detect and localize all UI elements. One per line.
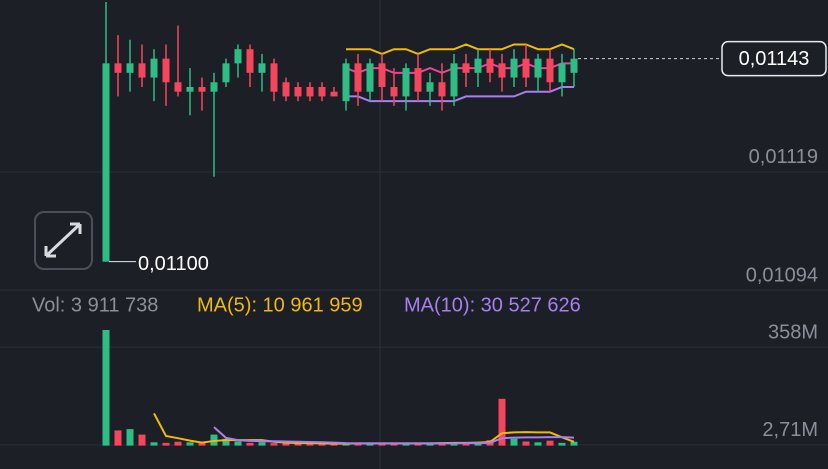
- candle-body: [114, 63, 122, 73]
- candle-body: [246, 49, 254, 73]
- volume-legend: Vol: 3 911 738: [32, 294, 158, 316]
- volume-bar: [282, 443, 290, 446]
- candle-body: [438, 82, 446, 97]
- candle-body: [462, 63, 470, 73]
- candle-body: [558, 63, 566, 83]
- volume-bar: [390, 443, 398, 446]
- volume-bar: [318, 443, 326, 446]
- volume-bar: [234, 441, 242, 446]
- candle-body: [306, 86, 314, 97]
- volume-bar: [294, 443, 302, 446]
- volume-bar: [570, 441, 578, 446]
- candle-body: [426, 82, 434, 92]
- candle-body: [378, 63, 386, 87]
- candle-body: [402, 68, 410, 97]
- volume-bar: [414, 443, 422, 446]
- candle-body: [282, 82, 290, 97]
- candle-body: [198, 86, 206, 92]
- volume-bar: [330, 443, 338, 446]
- candle-body: [330, 91, 338, 97]
- volume-bar: [378, 443, 386, 446]
- last-price-label: 0,01143: [739, 48, 810, 70]
- candle-body: [570, 58, 578, 73]
- ma-line: [346, 43, 575, 56]
- y-tick-label: 2,71M: [762, 419, 818, 441]
- candle-body: [390, 86, 398, 97]
- expand-button[interactable]: [34, 211, 93, 270]
- candle-body: [414, 68, 422, 92]
- volume-bar: [162, 442, 170, 446]
- volume-bar: [546, 440, 554, 446]
- volume-legend: MA(10): 30 527 626: [404, 294, 581, 316]
- last-price-box: [721, 40, 827, 77]
- volume-bar: [510, 438, 518, 446]
- volume-bar: [534, 442, 542, 446]
- volume-bar: [186, 442, 194, 446]
- ma-line: [213, 426, 575, 445]
- volume-bar: [270, 443, 278, 446]
- candle-body: [162, 58, 170, 83]
- y-tick-label: 0,01119: [749, 146, 818, 168]
- candle-body: [546, 58, 554, 83]
- candle-body: [186, 86, 194, 92]
- candle-body: [294, 86, 302, 97]
- volume-bar: [198, 443, 206, 446]
- candle-body: [486, 58, 494, 73]
- volume-bar: [222, 438, 230, 446]
- candle-body: [534, 58, 542, 78]
- y-tick-label: 358M: [768, 321, 818, 343]
- candle-body: [102, 63, 110, 262]
- volume-bar: [150, 442, 158, 446]
- expand-icon[interactable]: [44, 222, 82, 258]
- volume-bar: [246, 442, 254, 446]
- candle-body: [126, 63, 134, 73]
- volume-legend: MA(5): 10 961 959: [197, 294, 363, 316]
- candle-body: [222, 63, 230, 83]
- candle-body: [450, 63, 458, 97]
- volume-bar: [102, 330, 110, 446]
- volume-bar: [258, 442, 266, 446]
- volume-bar: [558, 442, 566, 446]
- candle-body: [318, 86, 326, 97]
- candle-body: [150, 58, 158, 78]
- y-tick-label: 0,01094: [746, 264, 818, 286]
- candle-body: [510, 58, 518, 78]
- volume-bar: [522, 441, 530, 446]
- volume-bar: [306, 443, 314, 446]
- min-price-label: 0,01100: [138, 253, 209, 275]
- ma-line: [346, 85, 574, 103]
- candle-body: [366, 63, 374, 92]
- volume-bar: [114, 430, 122, 446]
- volume-bar: [126, 429, 134, 446]
- volume-bar: [462, 442, 470, 446]
- candle-body: [342, 63, 350, 102]
- candle-body: [210, 82, 218, 92]
- candle-body: [138, 63, 146, 78]
- candle-body: [354, 63, 362, 92]
- volume-bar: [174, 441, 182, 446]
- volume-bar: [138, 434, 146, 446]
- volume-bar: [498, 398, 506, 446]
- candle-body: [258, 63, 266, 73]
- candle-body: [174, 82, 182, 92]
- candle-body: [234, 49, 242, 64]
- candle-body: [498, 63, 506, 78]
- candle-body: [270, 63, 278, 92]
- candle-body: [522, 58, 530, 78]
- candle-body: [474, 58, 482, 73]
